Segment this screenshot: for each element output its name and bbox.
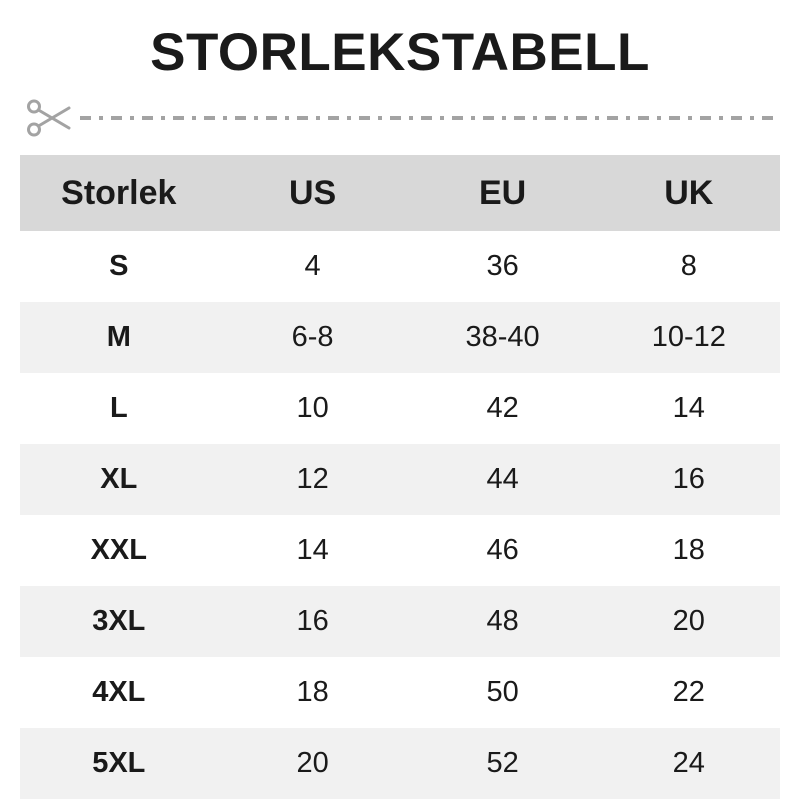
column-header-us: US [217,155,408,231]
size-value-us: 20 [217,728,408,799]
size-value-uk: 18 [597,515,780,586]
size-value-us: 18 [217,657,408,728]
column-header-storlek: Storlek [20,155,218,231]
dashed-line [80,116,776,120]
header-row: Storlek US EU UK [20,155,780,231]
size-value-us: 10 [217,373,408,444]
size-value-eu: 52 [407,728,598,799]
size-chart-page: STORLEKSTABELL Storlek US EU UK S 4 36 8 M 6-8 38… [0,26,800,800]
table-row-xxl: XXL 14 46 18 [20,515,780,586]
size-label: M [20,302,218,373]
size-value-uk: 10-12 [597,302,780,373]
size-label: 5XL [20,728,218,799]
page-title: STORLEKSTABELL [150,23,650,82]
size-value-eu: 42 [407,373,598,444]
table-row-5xl: 5XL 20 52 24 [20,728,780,799]
table-row-3xl: 3XL 16 48 20 [20,586,780,657]
cut-line [26,97,776,139]
column-header-eu: EU [407,155,598,231]
size-value-eu: 48 [407,586,598,657]
size-table: Storlek US EU UK S 4 36 8 M 6-8 38-40 10-12 L 10 42 14… [20,155,780,799]
column-header-uk: UK [597,155,780,231]
size-value-us: 14 [217,515,408,586]
size-value-eu: 50 [407,657,598,728]
size-value-uk: 14 [597,373,780,444]
size-value-us: 12 [217,444,408,515]
size-label: 4XL [20,657,218,728]
size-value-eu: 46 [407,515,598,586]
size-label: XL [20,444,218,515]
table-row-4xl: 4XL 18 50 22 [20,657,780,728]
table-row-s: S 4 36 8 [20,231,780,302]
size-label: XXL [20,515,218,586]
size-value-us: 16 [217,586,408,657]
size-value-uk: 20 [597,586,780,657]
scissors-icon [27,99,71,137]
table-row-m: M 6-8 38-40 10-12 [20,302,780,373]
size-value-uk: 24 [597,728,780,799]
size-value-us: 4 [217,231,408,302]
size-label: L [20,373,218,444]
table-row-l: L 10 42 14 [20,373,780,444]
size-value-eu: 38-40 [407,302,598,373]
size-table-body: S 4 36 8 M 6-8 38-40 10-12 L 10 42 14 XL 12 44 16 XXL 14 4… [20,231,780,799]
size-value-uk: 22 [597,657,780,728]
size-value-eu: 36 [407,231,598,302]
size-value-uk: 8 [597,231,780,302]
size-label: S [20,231,218,302]
table-row-xl: XL 12 44 16 [20,444,780,515]
size-table-header: Storlek US EU UK [20,155,780,231]
size-value-uk: 16 [597,444,780,515]
size-value-eu: 44 [407,444,598,515]
size-value-us: 6-8 [217,302,408,373]
size-label: 3XL [20,586,218,657]
